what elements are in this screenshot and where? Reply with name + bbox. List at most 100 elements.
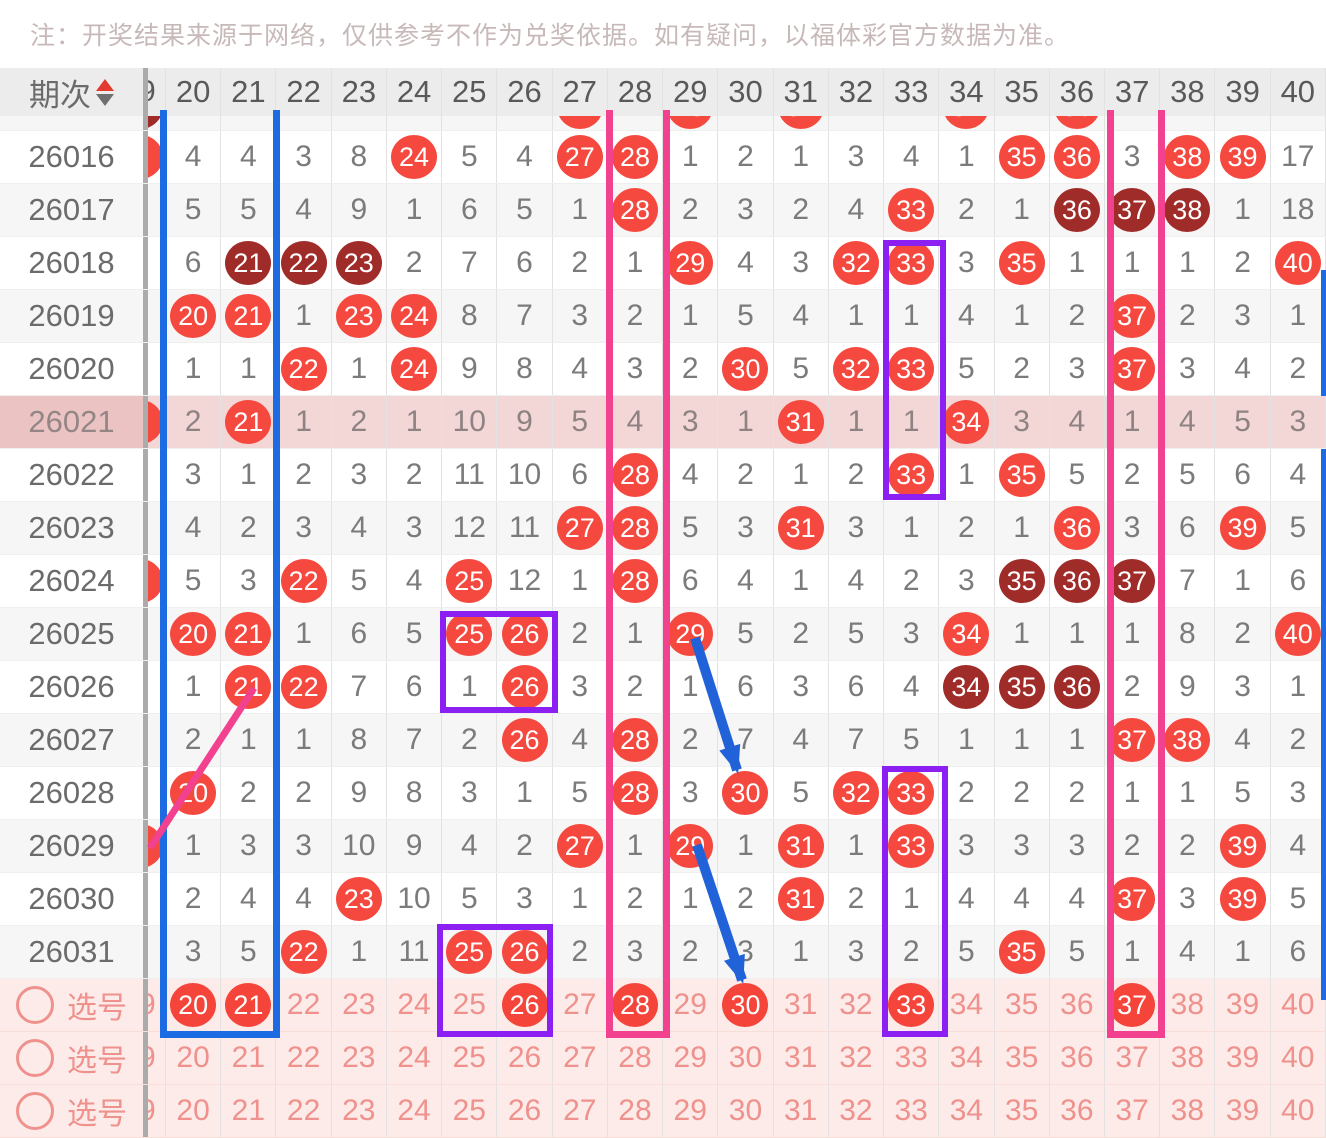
selectable-number-32[interactable]: 32: [829, 1032, 885, 1084]
selectable-number-35[interactable]: 35: [995, 1032, 1050, 1084]
selection-row-label-cell[interactable]: 选号: [0, 1032, 148, 1084]
drawn-number-ball: 20: [170, 612, 217, 656]
radio-circle-icon[interactable]: [16, 986, 54, 1024]
selection-row-label-cell[interactable]: 选号: [0, 1085, 148, 1137]
trend-cell-39: 5: [1215, 767, 1271, 819]
selectable-number-22[interactable]: 22: [276, 1085, 332, 1137]
column-header-24: 24: [387, 68, 443, 116]
selectable-number-21[interactable]: 21: [221, 1085, 277, 1137]
selectable-number-25[interactable]: 25: [442, 1085, 498, 1137]
selectable-number-40[interactable]: 40: [1271, 979, 1326, 1031]
trend-cell-31: 2: [774, 608, 829, 660]
selectable-number-37[interactable]: 37: [1105, 979, 1161, 1031]
selectable-number-31[interactable]: 31: [774, 979, 829, 1031]
selectable-number-36[interactable]: 36: [1050, 1085, 1105, 1137]
selectable-number-20[interactable]: 20: [166, 1085, 222, 1137]
trend-cell-21: 21: [221, 396, 277, 448]
selectable-number-26[interactable]: 26: [497, 979, 553, 1031]
selectable-number-31[interactable]: 31: [774, 1085, 829, 1137]
selectable-number-36[interactable]: 36: [1050, 979, 1105, 1031]
selectable-number-30[interactable]: 30: [718, 1032, 774, 1084]
selectable-number-23[interactable]: 23: [332, 1032, 387, 1084]
selectable-number-24[interactable]: 24: [387, 1085, 443, 1137]
selectable-number-32[interactable]: 32: [829, 1085, 885, 1137]
picked-number-ball[interactable]: 37: [1109, 983, 1156, 1027]
selectable-number-35[interactable]: 35: [995, 1085, 1050, 1137]
trend-cell-35: 1: [995, 290, 1050, 342]
selectable-number-25[interactable]: 25: [442, 1032, 498, 1084]
selectable-number-21[interactable]: 21: [221, 1032, 277, 1084]
drawn-number-ball: 40: [1274, 241, 1321, 285]
sort-arrows-icon[interactable]: [96, 78, 114, 106]
trend-cell-23: 9: [332, 184, 387, 236]
selectable-number-34[interactable]: 34: [939, 979, 995, 1031]
selectable-number-38[interactable]: 38: [1160, 979, 1216, 1031]
selectable-number-33[interactable]: 33: [884, 1085, 940, 1137]
selectable-number-28[interactable]: 28: [608, 1085, 664, 1137]
picked-number-ball[interactable]: 28: [611, 983, 658, 1027]
trend-cell-28: 28: [608, 767, 664, 819]
drawn-number-ball: 39: [1219, 135, 1266, 179]
selectable-number-25[interactable]: 25: [442, 979, 498, 1031]
selectable-number-40[interactable]: 40: [1271, 1085, 1326, 1137]
drawn-number-ball: 37: [1109, 718, 1156, 762]
selectable-number-35[interactable]: 35: [995, 979, 1050, 1031]
trend-cell-24: 1: [387, 184, 443, 236]
sort-desc-icon[interactable]: [96, 93, 114, 106]
selectable-number-29[interactable]: 29: [663, 979, 719, 1031]
selectable-number-39[interactable]: 39: [1215, 979, 1271, 1031]
trend-cell: [497, 116, 553, 130]
selectable-number-28[interactable]: 28: [608, 979, 664, 1031]
selectable-number-26[interactable]: 26: [497, 1085, 553, 1137]
radio-circle-icon[interactable]: [16, 1039, 54, 1077]
selectable-number-24[interactable]: 24: [387, 979, 443, 1031]
selectable-number-29[interactable]: 29: [663, 1032, 719, 1084]
picked-number-ball[interactable]: 21: [225, 983, 272, 1027]
selectable-number-34[interactable]: 34: [939, 1085, 995, 1137]
selectable-number-27[interactable]: 27: [553, 979, 608, 1031]
selectable-number-29[interactable]: 29: [663, 1085, 719, 1137]
issue-column-header[interactable]: 期次: [0, 68, 148, 116]
selectable-number-37[interactable]: 37: [1105, 1085, 1161, 1137]
selectable-number-31[interactable]: 31: [774, 1032, 829, 1084]
trend-cell-31: 1: [774, 449, 829, 501]
picked-number-ball[interactable]: 26: [501, 983, 548, 1027]
selectable-number-33[interactable]: 33: [884, 1032, 940, 1084]
selectable-number-37[interactable]: 37: [1105, 1032, 1161, 1084]
radio-circle-icon[interactable]: [16, 1092, 54, 1130]
selectable-number-22[interactable]: 22: [276, 979, 332, 1031]
selectable-number-22[interactable]: 22: [276, 1032, 332, 1084]
selectable-number-27[interactable]: 27: [553, 1032, 608, 1084]
picked-number-ball[interactable]: 33: [888, 983, 935, 1027]
selectable-number-40[interactable]: 40: [1271, 1032, 1326, 1084]
selectable-number-30[interactable]: 30: [718, 1085, 774, 1137]
selectable-number-39[interactable]: 39: [1215, 1032, 1271, 1084]
trend-cell-33: 4: [884, 661, 940, 713]
drawn-number-ball: 34: [943, 116, 990, 129]
selectable-number-33[interactable]: 33: [884, 979, 940, 1031]
trend-cell-37: 1: [1105, 237, 1161, 289]
selectable-number-32[interactable]: 32: [829, 979, 885, 1031]
selectable-number-39[interactable]: 39: [1215, 1085, 1271, 1137]
selectable-number-28[interactable]: 28: [608, 1032, 664, 1084]
picked-number-ball[interactable]: 20: [170, 983, 217, 1027]
selectable-number-38[interactable]: 38: [1160, 1085, 1216, 1137]
sort-asc-icon[interactable]: [96, 78, 114, 91]
selectable-number-27[interactable]: 27: [553, 1085, 608, 1137]
selectable-number-34[interactable]: 34: [939, 1032, 995, 1084]
selectable-number-20[interactable]: 20: [166, 979, 222, 1031]
selectable-number-30[interactable]: 30: [718, 979, 774, 1031]
selectable-number-20[interactable]: 20: [166, 1032, 222, 1084]
vertical-scrollbar[interactable]: [1321, 270, 1326, 1000]
selectable-number-26[interactable]: 26: [497, 1032, 553, 1084]
selectable-number-23[interactable]: 23: [332, 1085, 387, 1137]
issue-cell-empty: [0, 116, 148, 130]
picked-number-ball[interactable]: 30: [722, 983, 769, 1027]
selectable-number-38[interactable]: 38: [1160, 1032, 1216, 1084]
drawn-number-ball: 31: [777, 506, 824, 550]
selection-row-label-cell[interactable]: 选号: [0, 979, 148, 1031]
selectable-number-24[interactable]: 24: [387, 1032, 443, 1084]
selectable-number-36[interactable]: 36: [1050, 1032, 1105, 1084]
selectable-number-23[interactable]: 23: [332, 979, 387, 1031]
selectable-number-21[interactable]: 21: [221, 979, 277, 1031]
